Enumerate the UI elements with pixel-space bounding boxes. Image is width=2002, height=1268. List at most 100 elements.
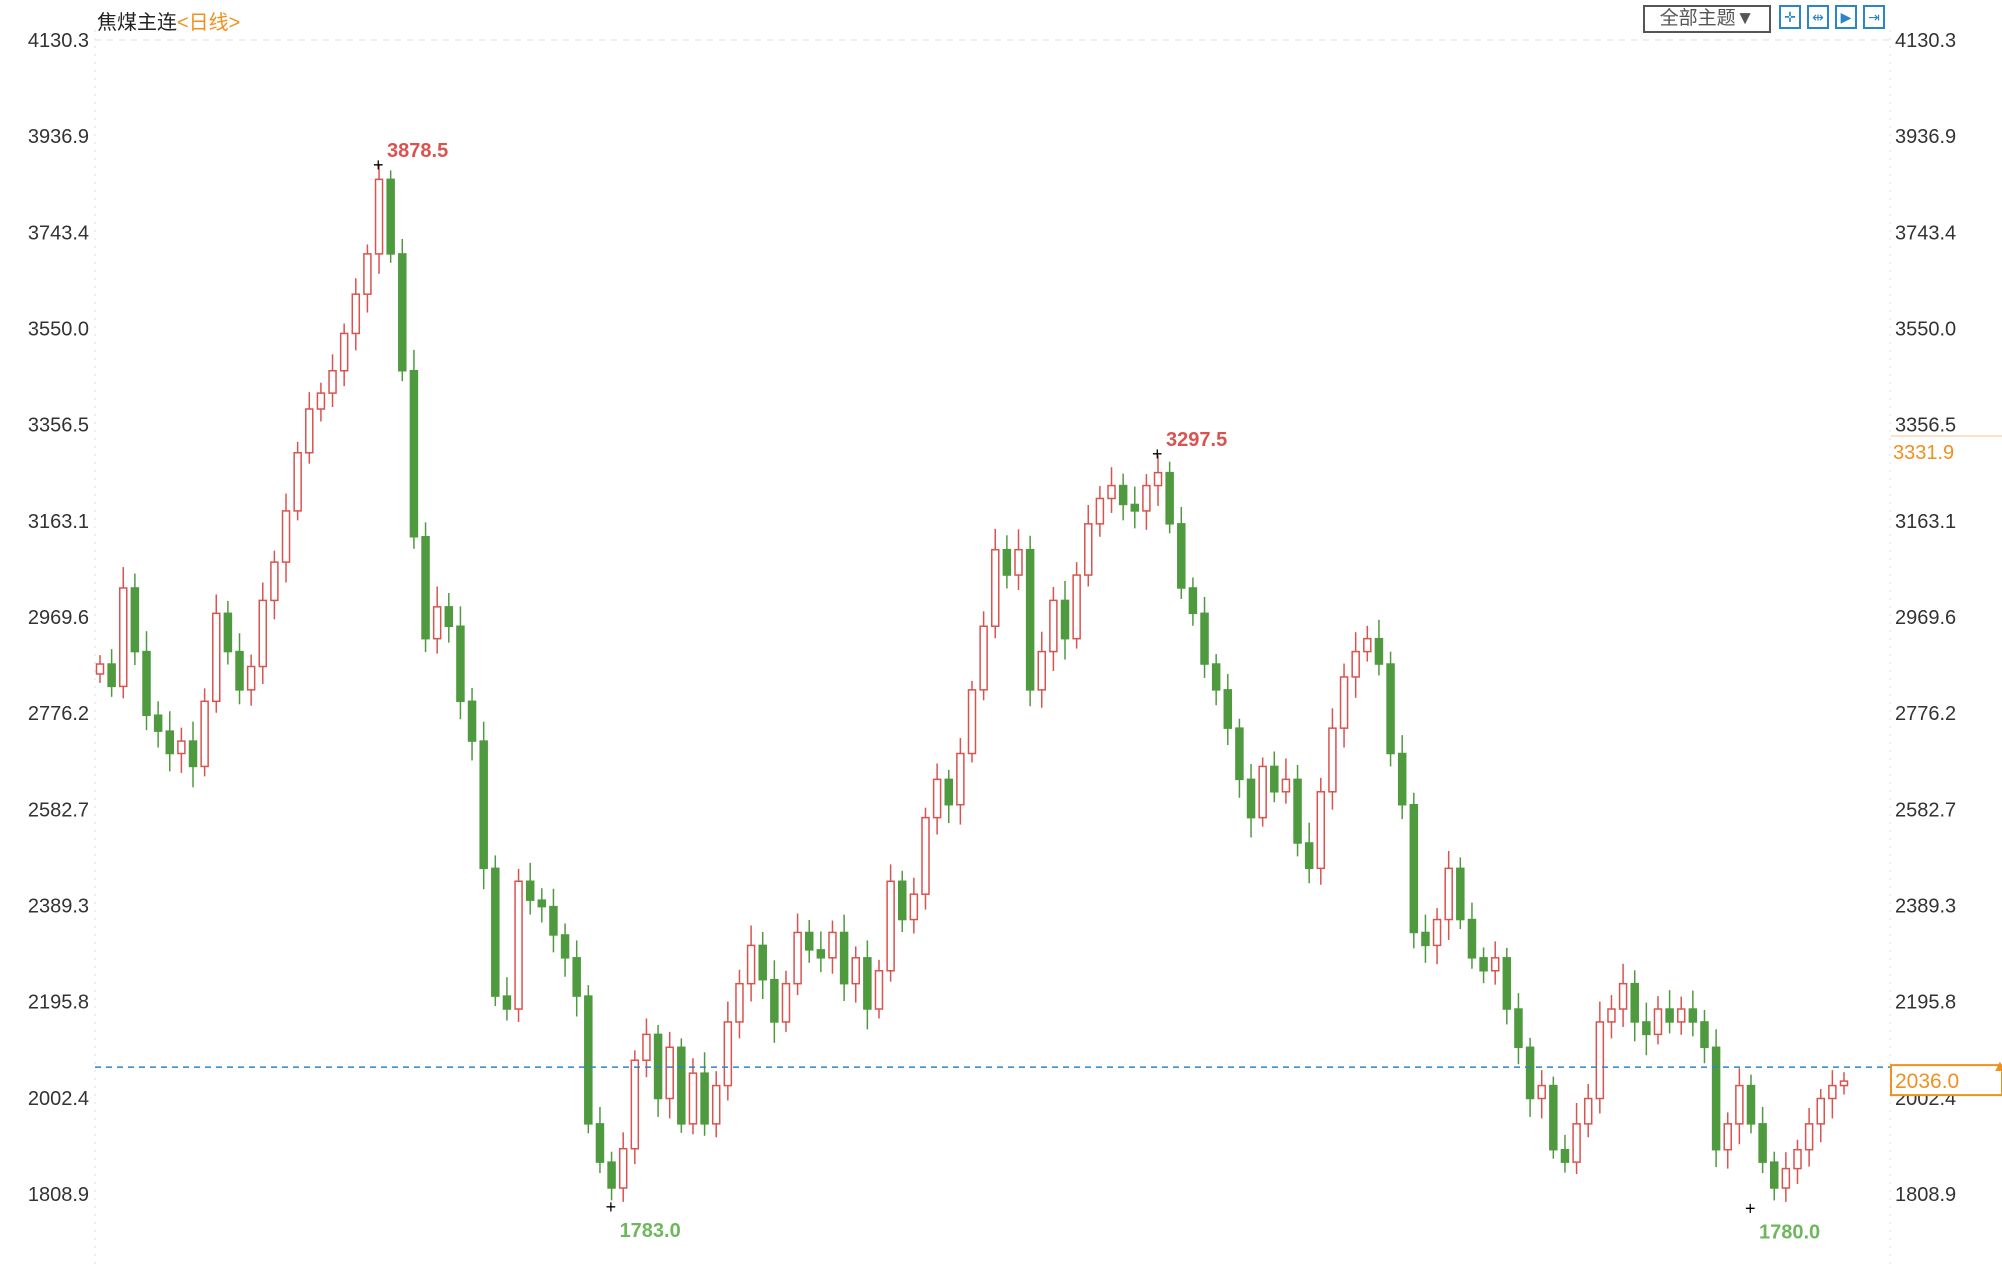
candle-body [305,408,314,454]
candle-body [1467,918,1477,959]
candle-body [467,700,477,742]
candle-body [1816,1097,1825,1125]
candle-body [1293,778,1302,844]
candle-body [270,561,279,602]
candle-body [1676,1008,1686,1023]
candle-body [1793,1148,1802,1170]
candle-body [1049,599,1058,653]
candle-body [119,587,128,688]
candle-body [1665,1008,1674,1023]
candle-body [1235,727,1244,781]
y-tick-label-right: 4130.3 [1895,30,1956,52]
candle-body [688,1072,698,1125]
candle-body [758,944,767,981]
candle-body [200,700,209,768]
candle-body [863,957,872,1010]
candle-body [491,867,500,997]
candle-body [1607,1008,1616,1023]
candle-body [677,1046,686,1125]
candle-body [793,931,802,985]
candle-body [153,714,163,732]
candle-body [398,253,407,372]
marker-price-label: 3331.9 [1893,442,1954,464]
candle-body [1688,1008,1698,1023]
chart-title: 焦煤主连<日线> [97,6,240,35]
candle-body [1758,1123,1767,1163]
candle-body [607,1161,616,1189]
extreme-marker-icon: + [1152,444,1163,464]
candle-body [246,665,256,691]
candle-body [188,740,198,768]
candle-body [1188,587,1198,615]
candle-body [1014,548,1023,576]
candle-body [967,689,977,755]
candle-body [1572,1123,1581,1163]
candle-body [735,982,744,1023]
candle-body [1421,931,1430,947]
candle-body [212,612,221,703]
candle-body [235,650,244,691]
candle-body [874,969,884,1010]
y-tick-label-right: 2969.6 [1895,607,1956,629]
candle-body [1549,1084,1558,1151]
candle-body [1374,637,1384,665]
last-price-label: 2036.0 [1895,1070,1959,1093]
candle-body [909,893,919,921]
candle-body [584,995,593,1125]
candle-body [723,1021,733,1087]
theme-dropdown[interactable]: 全部主题▼ [1643,5,1771,33]
candle-body [1735,1084,1744,1125]
candle-body [828,931,837,959]
y-tick-label-left: 3163.1 [28,511,89,533]
candle-body [1037,650,1047,691]
candle-body [374,178,384,255]
y-tick-label-left: 2969.6 [28,607,89,629]
y-tick-label-left: 4130.3 [28,30,89,52]
candle-body [1537,1084,1546,1100]
candle-body [386,178,395,255]
candle-body [1583,1097,1593,1125]
candle-body [1060,599,1070,640]
candle-body [560,934,570,959]
candle-body [781,982,791,1023]
candle-body [1700,1021,1709,1049]
jump-to-end-icon[interactable]: ⇥ [1863,5,1885,29]
candle-body [142,650,151,716]
candle-body [1502,957,1512,1010]
candle-body [804,931,814,951]
candle-body [1525,1046,1535,1100]
candle-body [1211,663,1221,691]
candle-body [1339,676,1349,729]
candle-body [816,949,826,959]
candle-body [991,548,1000,627]
y-tick-label-right: 2776.2 [1895,703,1956,725]
candle-body [537,899,547,908]
candle-body [1142,484,1151,512]
candle-body [1711,1046,1721,1151]
zoom-range-icon[interactable]: ⇹ [1807,5,1829,29]
candle-body [1804,1123,1814,1151]
candle-body [351,293,361,335]
y-tick-label-right: 3936.9 [1895,126,1956,148]
candle-body [1781,1167,1791,1189]
candle-body [1839,1080,1849,1087]
candle-body [1084,523,1093,576]
candle-body [316,392,326,410]
y-tick-label-right: 3743.4 [1895,222,1956,244]
play-icon[interactable]: ▶ [1835,5,1857,29]
candle-body [1363,637,1372,653]
candle-body [1456,867,1465,921]
candle-body [177,740,186,755]
y-tick-label-right: 3163.1 [1895,511,1956,533]
candle-body [421,536,430,640]
y-tick-label-right: 3356.5 [1895,415,1956,437]
y-tick-label-right: 1808.9 [1895,1184,1956,1206]
candle-body [572,957,581,997]
y-tick-label-left: 3743.4 [28,222,89,244]
crosshair-icon[interactable]: ✛ [1779,5,1801,29]
candle-body [770,978,779,1023]
y-tick-label-left: 3550.0 [28,318,89,340]
candle-body [339,332,349,372]
period-label[interactable]: <日线> [177,12,241,34]
